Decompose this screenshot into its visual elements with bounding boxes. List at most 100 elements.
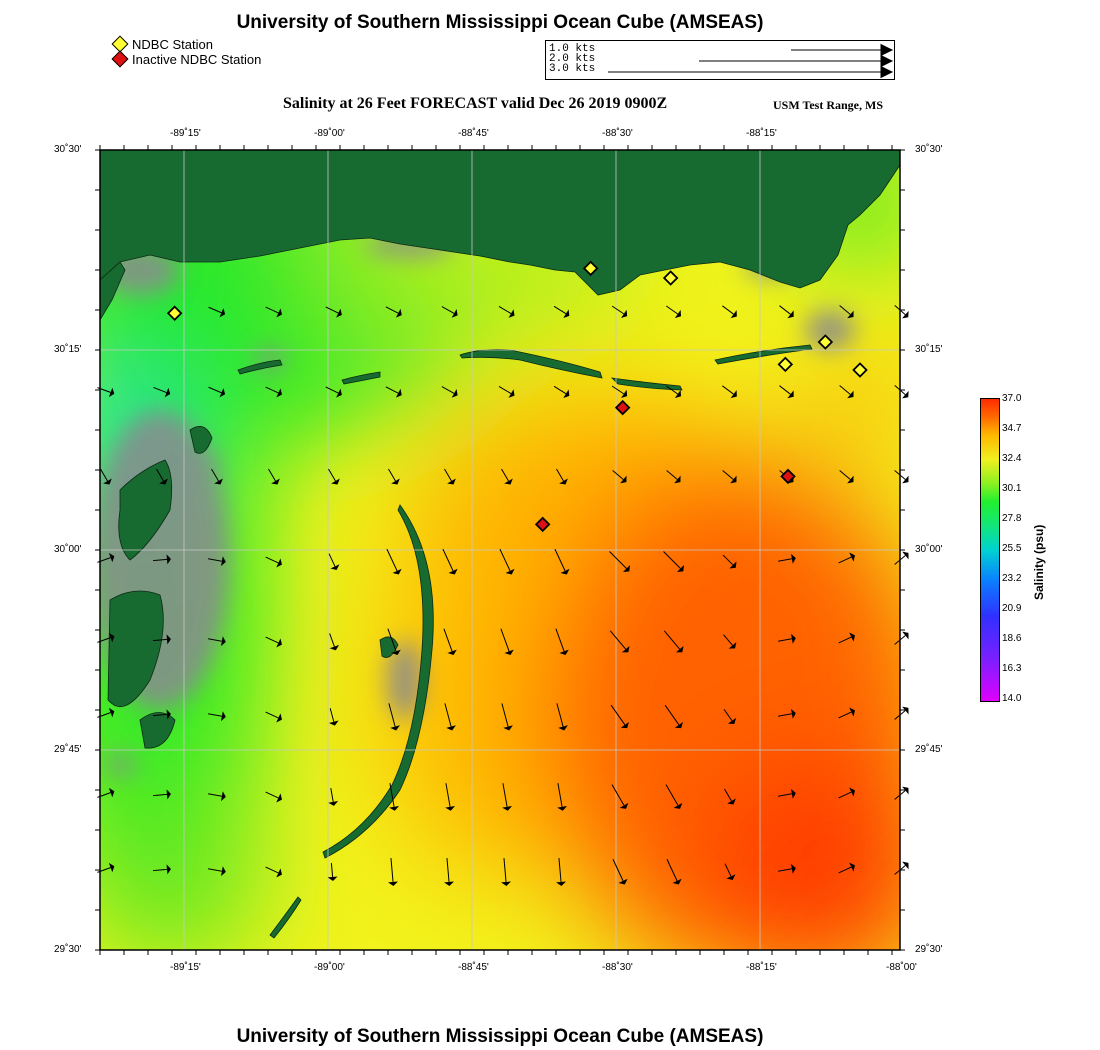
- current-vector-arrow: [445, 783, 456, 811]
- vector-scale-label: 3.0 kts: [549, 63, 596, 75]
- current-vector-arrow: [664, 704, 683, 729]
- ndbc-station-marker[interactable]: [166, 305, 183, 321]
- ndbc-station-marker[interactable]: [817, 334, 834, 350]
- colorbar-tick-label: 18.6: [1002, 633, 1022, 644]
- colorbar-tick-label: 32.4: [1002, 453, 1022, 464]
- current-vector-arrow: [609, 630, 630, 653]
- ndbc-station-marker[interactable]: [582, 260, 599, 277]
- ndbc-station-marker[interactable]: [662, 270, 679, 286]
- lon-label-top: -89˚00': [314, 128, 345, 139]
- colorbar-tick-label: 37.0: [1002, 393, 1022, 404]
- current-vector-arrow: [502, 783, 513, 811]
- current-vector-arrow: [388, 858, 399, 886]
- axis-ticks: [95, 145, 905, 955]
- current-vector-arrow: [501, 858, 512, 886]
- current-vector-arrow: [663, 630, 684, 653]
- current-vector-arrow: [208, 866, 226, 877]
- current-vector-arrow: [838, 632, 855, 644]
- current-vector-arrow: [838, 787, 855, 799]
- current-vector-arrow: [208, 386, 226, 398]
- ndbc-station-marker[interactable]: [777, 356, 794, 373]
- colorbar-tick-label: 27.8: [1002, 513, 1022, 524]
- current-vector-arrow: [328, 468, 340, 485]
- current-vector-arrow: [444, 468, 456, 485]
- current-vector-arrow: [265, 636, 282, 648]
- lat-label-right: 30˚30': [915, 144, 943, 155]
- current-vector-arrow: [153, 386, 171, 398]
- current-vector-arrow: [325, 386, 342, 398]
- salinity-field: [100, 150, 900, 950]
- lon-label-bottom: -89˚15': [170, 962, 201, 973]
- current-vector-arrow: [666, 470, 681, 484]
- current-vector-arrow: [211, 468, 223, 485]
- current-vector-arrow: [208, 306, 226, 318]
- current-vector-arrow: [722, 470, 737, 484]
- current-vector-arrow: [611, 385, 628, 399]
- lon-label-bottom: -88˚00': [886, 962, 917, 973]
- current-vector-arrow: [444, 703, 456, 731]
- current-vector-arrow: [665, 385, 682, 399]
- current-vector-arrow: [665, 784, 683, 809]
- current-vector-arrow: [778, 788, 796, 799]
- inactive-ndbc-station-marker[interactable]: [614, 399, 631, 416]
- current-vector-arrow: [612, 470, 627, 484]
- current-vector-arrow: [553, 385, 570, 398]
- current-vector-arrow: [441, 386, 458, 398]
- current-vector-arrow: [268, 468, 280, 485]
- current-vector-arrow: [156, 468, 168, 485]
- lat-label-left: 30˚15': [54, 344, 82, 355]
- current-vector-arrow: [208, 636, 226, 647]
- inactive-ndbc-station-marker[interactable]: [780, 468, 796, 485]
- current-vector-arrow: [441, 306, 458, 318]
- current-vector-arrow: [839, 305, 854, 319]
- current-vector-arrow: [444, 858, 455, 886]
- current-vector-arrow: [265, 791, 282, 803]
- current-vector-arrow: [386, 548, 402, 575]
- colorbar-tick-label: 25.5: [1002, 543, 1022, 554]
- colorbar-tick-label: 14.0: [1002, 693, 1022, 704]
- current-vector-arrow: [152, 864, 171, 875]
- current-vector-arrow: [779, 385, 794, 399]
- current-vector-arrow: [501, 703, 513, 731]
- current-vector-arrow: [724, 863, 736, 880]
- map-subtitle: Salinity at 26 Feet FORECAST valid Dec 2…: [283, 95, 668, 112]
- current-vector-arrow: [778, 708, 796, 719]
- current-vector-arrow: [556, 858, 567, 886]
- current-vector-arrow: [839, 385, 854, 399]
- range-label: USM Test Range, MS: [773, 98, 884, 112]
- current-vector-arrow: [152, 634, 171, 645]
- ndbc-station-marker[interactable]: [852, 362, 868, 378]
- current-vector-arrow: [387, 628, 401, 656]
- current-vector-arrow: [838, 552, 855, 564]
- current-vector-arrow: [208, 791, 226, 802]
- current-vector-arrow: [328, 708, 339, 726]
- inactive-ndbc-station-marker[interactable]: [534, 516, 551, 533]
- current-vector-arrow: [388, 703, 400, 731]
- current-vector-arrow: [610, 704, 629, 729]
- current-vector-arrow: [778, 633, 796, 644]
- page-title: University of Southern Mississippi Ocean…: [236, 12, 764, 33]
- current-vector-arrow: [839, 470, 854, 484]
- current-vector-arrow: [389, 783, 400, 811]
- legend-item-inactive-ndbc-station: Inactive NDBC Station: [111, 50, 262, 68]
- current-vector-arrow: [723, 708, 737, 725]
- current-vector-arrow: [208, 711, 226, 722]
- current-vector-arrow: [442, 548, 458, 575]
- lat-label-left: 30˚00': [54, 544, 82, 555]
- current-vector-arrow: [100, 468, 112, 485]
- current-vector-arrow: [385, 386, 402, 398]
- current-vector-arrow: [556, 468, 568, 485]
- current-vector-arrow: [553, 305, 570, 318]
- current-vector-arrow: [666, 858, 682, 885]
- current-vector-arrow: [265, 711, 282, 723]
- lat-label-right: 29˚45': [915, 744, 943, 755]
- current-vector-arrow: [611, 305, 628, 319]
- legend-label: Inactive NDBC Station: [132, 52, 262, 67]
- lon-label-top: -88˚45': [458, 128, 489, 139]
- lon-label-top: -88˚30': [602, 128, 633, 139]
- current-vector-arrow: [385, 306, 402, 318]
- lon-label-top: -89˚15': [170, 128, 201, 139]
- current-vector-arrow: [208, 556, 226, 567]
- current-vector-arrow: [722, 385, 737, 399]
